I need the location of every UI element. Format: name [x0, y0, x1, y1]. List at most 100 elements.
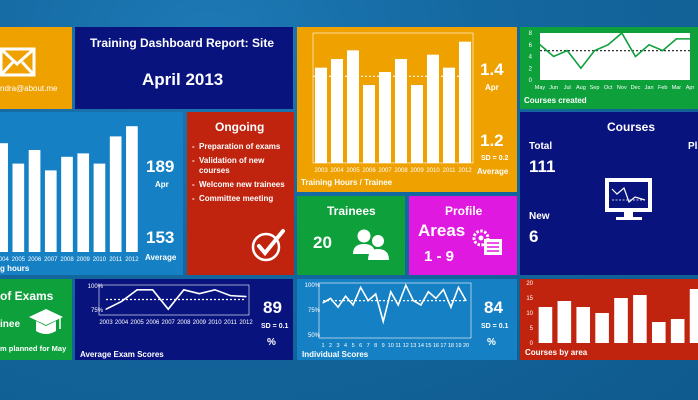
individual-scores-tile[interactable]: 1 2 3 4 5 6 7 8 9 10 11 12 13 14 15 16 17 18 19 20 100% 75% 50…	[297, 279, 517, 360]
x-tick-label: 15	[425, 343, 431, 349]
chart-bar	[651, 322, 666, 343]
courses-title: Courses	[607, 120, 656, 134]
x-tick-label: 9	[382, 343, 385, 349]
aes-unit: %	[267, 337, 276, 348]
chart-bar	[459, 41, 471, 163]
training-hours-trainee-tile[interactable]: 2003 2004 2005 2006 2007 2008 2009 2010 2011 2012…	[297, 27, 517, 192]
ongoing-tile[interactable]: Ongoing Preparation of exams Validation …	[187, 112, 294, 275]
data-point	[593, 50, 596, 52]
data-point	[450, 306, 452, 308]
y-tick-label: 4	[529, 55, 533, 61]
data-point	[566, 50, 568, 52]
chart-bar	[331, 59, 343, 163]
report-title: Training Dashboard Report: Site	[90, 36, 275, 50]
th-value-label: Apr	[155, 180, 169, 189]
envelope-icon	[0, 47, 36, 77]
email-tile[interactable]: ndra@about.me	[0, 27, 72, 109]
y-tick-label: 6	[529, 43, 533, 49]
avg-exam-scores-tile[interactable]: 2003 2004 2005 2006 2007 2008 2009 2010 2011 2012…	[75, 279, 293, 360]
plot-frame	[312, 32, 474, 164]
chart-bar	[614, 298, 628, 343]
monitor-chart-icon	[605, 178, 652, 220]
data-point	[621, 32, 623, 34]
profile-areas: Areas	[418, 221, 466, 240]
x-tick-label: 2011	[109, 257, 123, 263]
report-date: April 2013	[142, 70, 224, 89]
y-tick-label: 5	[530, 326, 534, 332]
x-tick-label: 16	[433, 343, 439, 349]
x-tick-label: 5	[352, 343, 355, 349]
courses-tile[interactable]: Courses Total Pl 111 New 6	[520, 112, 698, 275]
data-point	[322, 302, 324, 304]
x-tick-label: Sep	[590, 85, 600, 91]
x-tick-label: 2012	[458, 168, 472, 174]
trainees-tile[interactable]: Trainees 20	[297, 196, 405, 275]
exams-trainee: inee	[0, 319, 21, 330]
chart-bar	[109, 136, 122, 252]
x-tick-label: 2009	[410, 168, 424, 174]
chart-bar	[427, 54, 439, 163]
avg-exam-scores-chart: 2003 2004 2005 2006 2007 2008 2009 2010 2011 2012…	[88, 284, 254, 326]
chart-bar	[557, 301, 572, 343]
header-tile: Training Dashboard Report: Site April 20…	[75, 27, 293, 109]
y-tick-label: 50%	[308, 333, 321, 339]
x-tick-label: 2008	[60, 257, 74, 263]
x-tick-label: 11	[395, 343, 401, 349]
profile-tile[interactable]: Profile Areas 1 - 9	[409, 196, 517, 275]
x-tick-label: 14	[418, 343, 424, 349]
x-tick-label: 2004	[0, 257, 9, 263]
courses-total-value: 111	[529, 157, 556, 176]
chart-bar	[363, 85, 375, 163]
x-tick-label: 4	[344, 343, 347, 349]
exams-tile[interactable]: of Exams inee m planned for May	[0, 279, 72, 360]
x-tick-label: Jul	[564, 85, 571, 91]
individual-scores-chart: 1 2 3 4 5 6 7 8 9 10 11 12 13 14 15 16 17 18 19 20100%75%50…	[305, 282, 472, 349]
x-tick-label: 2006	[362, 168, 376, 174]
data-point	[152, 289, 154, 291]
th-average: 153	[146, 228, 175, 247]
x-tick-label: Oct	[604, 85, 613, 91]
data-point	[465, 300, 467, 302]
y-tick-label: 100%	[305, 283, 321, 289]
tht-average: 1.2	[480, 131, 504, 150]
x-tick-label: Aug	[576, 85, 586, 91]
trainees-value: 20	[313, 233, 332, 252]
aes-caption: Average Exam Scores	[80, 350, 164, 359]
courses-created-tile[interactable]: May Jun Jul Aug Sep Oct Nov Dec Jan Feb Mar Apr 0 2 4 6…	[520, 27, 698, 109]
x-tick-label: 13	[410, 343, 416, 349]
chart-bar	[126, 126, 138, 252]
profile-title: Profile	[445, 204, 483, 218]
is-value: 84	[484, 298, 503, 317]
x-tick-label: 2005	[346, 168, 360, 174]
x-tick-label: 20	[463, 343, 469, 349]
data-point	[183, 289, 185, 291]
chart-bar	[689, 289, 698, 343]
chart-bar	[28, 150, 41, 252]
data-point	[167, 308, 169, 310]
data-point	[352, 304, 354, 306]
data-point	[689, 38, 691, 40]
chart-bar	[93, 163, 106, 252]
chart-bar	[347, 50, 359, 163]
email-address[interactable]: ndra@about.me	[0, 84, 58, 93]
data-point	[120, 300, 123, 303]
x-tick-label: 2006	[146, 320, 160, 326]
x-tick-label: 2009	[77, 257, 91, 263]
data-point	[607, 44, 609, 46]
x-tick-label: 2008	[177, 320, 191, 326]
chart-bar	[0, 143, 8, 252]
courses-new-value: 6	[529, 227, 539, 246]
aes-sd: SD = 0.1	[261, 323, 289, 330]
courses-total-label: Total	[529, 141, 553, 152]
y-tick-label: 100%	[88, 284, 104, 290]
data-point	[344, 295, 347, 297]
courses-by-area-tile[interactable]: 20 15 10 5 0 Courses by area	[520, 279, 698, 360]
x-tick-label: 2008	[394, 168, 408, 174]
chart-bar	[61, 156, 73, 252]
data-point	[412, 300, 414, 302]
x-tick-label: Mar	[672, 85, 682, 91]
x-tick-label: Dec	[631, 85, 641, 91]
series-line	[539, 31, 690, 70]
